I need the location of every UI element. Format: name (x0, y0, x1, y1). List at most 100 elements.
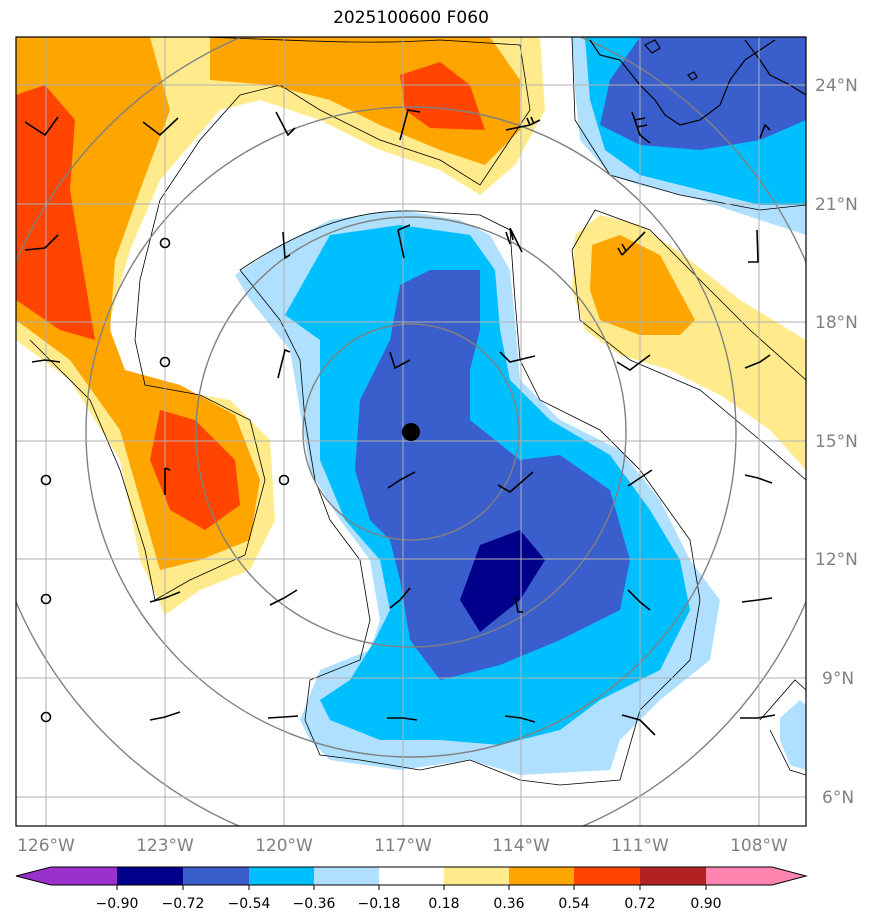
lat-label: 12°N (815, 550, 858, 570)
wind-barb (627, 589, 651, 611)
wind-barb (282, 231, 291, 260)
colorbar-label: 0.72 (624, 896, 655, 912)
wind-barb (497, 471, 534, 493)
wind-barb (748, 229, 759, 263)
wind-barbs (24, 109, 776, 736)
colorbar-bin (640, 867, 706, 885)
lon-label: 126°W (17, 836, 75, 856)
contour-positive-east-036 (590, 235, 695, 335)
zero-line-central (239, 210, 701, 786)
wind-barb (744, 354, 771, 369)
wind-barb (389, 587, 411, 609)
colorbar-label: 0.36 (493, 896, 524, 912)
lat-label: 24°N (815, 76, 858, 96)
lat-label: 15°N (815, 432, 858, 452)
colorbar-bin (444, 867, 509, 885)
wind-barb (149, 711, 181, 721)
contour-negative-054 (355, 270, 630, 680)
range-ring-3 (85, 106, 737, 758)
calm-wind (159, 237, 171, 249)
colorbar-label: −0.18 (358, 896, 401, 912)
wind-barb (505, 116, 541, 131)
lon-label: 120°W (255, 836, 313, 856)
lat-label: 21°N (815, 195, 858, 215)
wind-barb (514, 594, 523, 613)
wind-barb (24, 116, 59, 137)
wind-barb (267, 715, 299, 719)
wind-barb (621, 714, 656, 736)
colorbar-bin (706, 867, 772, 885)
lon-label: 117°W (374, 836, 432, 856)
contour-negative-072 (460, 530, 545, 632)
colorbar-label: −0.36 (293, 896, 336, 912)
calm-wind (40, 593, 52, 605)
colorbar-label: −0.90 (96, 896, 139, 912)
coastline-baja (589, 39, 776, 126)
range-rings (16, 37, 806, 826)
wind-barb (269, 589, 298, 606)
calm-wind (40, 474, 52, 486)
wind-barb (744, 474, 773, 484)
colorbar-bin (117, 867, 183, 885)
contour-negative-ne-054 (600, 37, 806, 150)
wind-barb (759, 123, 771, 139)
contour-positive-054b (400, 62, 485, 130)
lon-label: 108°W (730, 836, 788, 856)
calm-wind (278, 474, 290, 486)
contour-positive-054c (150, 410, 240, 530)
zero-line-nw (29, 37, 531, 601)
wind-barb (617, 231, 646, 256)
colorbar-bin (574, 867, 640, 885)
wind-barb (740, 714, 776, 719)
colorbar-label: −0.54 (228, 896, 271, 912)
contour-positive-054 (16, 85, 95, 340)
colorbar-bin (249, 867, 314, 885)
wind-barb (277, 348, 291, 379)
colorbar-bin (379, 867, 444, 885)
calm-wind (40, 711, 52, 723)
wind-barb (387, 717, 418, 721)
map-title: 2025100600 F060 (333, 8, 489, 28)
longitude-labels: 126°W 123°W 120°W 117°W 114°W 111°W 108°… (17, 836, 788, 856)
range-ring-1 (302, 323, 520, 541)
island-2 (687, 71, 698, 81)
range-ring-2 (195, 216, 627, 648)
coastline-mainland (744, 39, 806, 96)
wind-barb (387, 471, 416, 489)
colorbar-label: −0.72 (162, 896, 205, 912)
wind-barb (164, 467, 171, 495)
wind-barb (741, 597, 773, 603)
lon-label: 111°W (611, 836, 669, 856)
colorbar-extend-high (772, 867, 806, 885)
lat-label: 6°N (822, 788, 854, 808)
storm-center-marker (402, 423, 420, 441)
wind-barb (142, 117, 179, 137)
lon-label: 114°W (492, 836, 550, 856)
wind-barb (397, 224, 411, 259)
wind-barb (505, 227, 523, 253)
calm-wind (159, 356, 171, 368)
lat-label: 18°N (815, 313, 858, 333)
coastline (589, 39, 806, 126)
colorbar-label: 0.90 (690, 896, 721, 912)
lat-label: 9°N (822, 669, 854, 689)
wind-barb (389, 351, 411, 370)
map-frame (15, 36, 807, 827)
colorbar-bin (509, 867, 574, 885)
wind-barb (499, 351, 536, 363)
island-1 (644, 39, 661, 54)
colorbar-bin (314, 867, 379, 885)
zero-line-ne (571, 37, 806, 211)
wind-barb (275, 111, 296, 137)
wind-barb (616, 354, 651, 371)
lon-label: 123°W (136, 836, 194, 856)
wind-barb (31, 359, 61, 363)
zero-line-se (759, 679, 806, 776)
latitude-labels: 24°N 21°N 18°N 15°N 12°N 9°N 6°N (815, 76, 858, 808)
colorbar: −0.90 −0.72 −0.54 −0.36 −0.18 0.18 0.36 … (15, 866, 808, 912)
colorbar-label: 0.54 (558, 896, 589, 912)
colorbar-bin (51, 867, 117, 885)
wind-barb (24, 234, 59, 251)
contour-lines (29, 37, 806, 786)
